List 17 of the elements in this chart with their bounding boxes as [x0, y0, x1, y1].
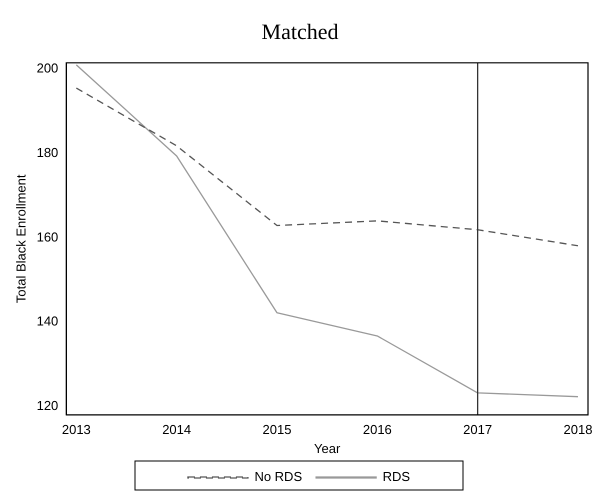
y-tick-label: 160 — [36, 229, 58, 244]
x-axis-title: Year — [314, 440, 341, 456]
y-tick-label: 140 — [36, 314, 58, 329]
x-tick-label: 2015 — [262, 422, 292, 438]
y-tick-label: 200 — [36, 60, 58, 76]
y-tick-label: 120 — [36, 398, 58, 413]
x-tick-label: 2016 — [362, 422, 392, 438]
line-series — [76, 87, 579, 246]
x-tick-label: 2013 — [62, 422, 91, 438]
chart-title: Matched — [260, 18, 340, 46]
x-tick-label: 2018 — [564, 422, 592, 438]
legend-label: RDS — [382, 469, 410, 484]
y-axis-title: Total Black Enrollment — [13, 174, 28, 304]
x-tick-label: 2017 — [463, 422, 492, 438]
x-tick-label: 2014 — [162, 422, 192, 438]
legend-label: No RDS — [254, 469, 302, 484]
y-tick-label: 180 — [36, 145, 58, 160]
